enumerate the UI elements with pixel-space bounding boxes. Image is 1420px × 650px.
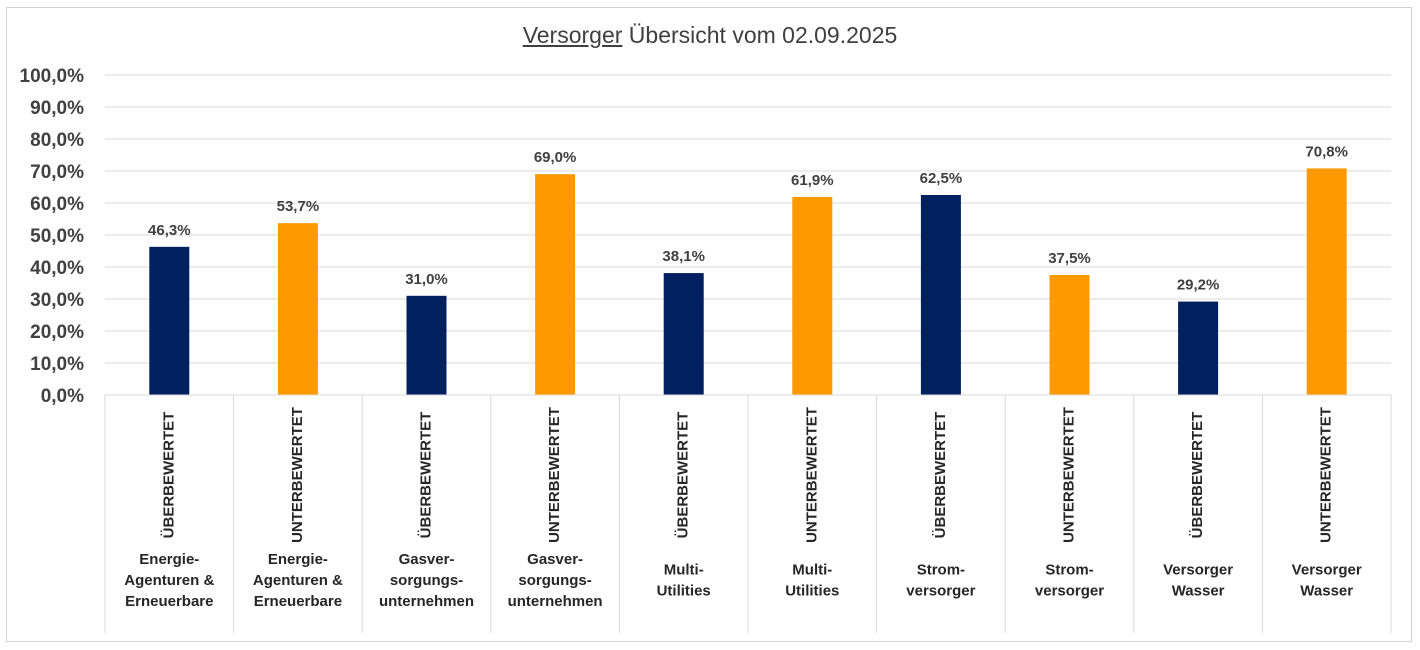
data-label: 31,0% — [405, 271, 448, 288]
category-label: Energie- Agenturen & Erneuerbare — [253, 551, 343, 610]
y-tick-label: 50,0% — [30, 226, 84, 247]
data-label: 69,0% — [534, 149, 577, 166]
category-label: Multi- Utilities — [657, 562, 711, 600]
data-label: 61,9% — [791, 172, 834, 189]
category-label-line: unternehmen — [379, 593, 474, 610]
bar — [792, 196, 833, 395]
category-label-line: versorger — [1035, 583, 1104, 600]
category-label-line: Erneuerbare — [125, 593, 213, 610]
group-label: ÜBERBEWERTET — [675, 412, 692, 539]
data-label: 46,3% — [148, 222, 191, 239]
category-label: Multi- Utilities — [785, 562, 839, 600]
data-label: 38,1% — [662, 248, 705, 265]
y-tick-label: 30,0% — [30, 290, 84, 311]
data-label: 53,7% — [277, 198, 320, 215]
group-label: UNTERBEWERTET — [1060, 407, 1077, 543]
y-tick-label: 80,0% — [30, 130, 84, 151]
chart-title: Versorger Übersicht vom 02.09.2025 — [0, 22, 1420, 49]
category-label-line: Erneuerbare — [254, 593, 342, 610]
category-label-line: Agenturen & — [124, 572, 214, 589]
category-label-line: Gasver- — [399, 551, 455, 568]
y-tick-label: 70,0% — [30, 162, 84, 183]
category-label-line: Multi- — [792, 562, 832, 579]
category-label-line: unternehmen — [508, 593, 603, 610]
group-label: UNTERBEWERTET — [289, 407, 306, 543]
category-label-line: Energie- — [268, 551, 328, 568]
y-tick-label: 40,0% — [30, 258, 84, 279]
chart-title-underlined: Versorger — [522, 22, 623, 48]
bar — [277, 223, 318, 395]
category-label-line: Utilities — [785, 583, 839, 600]
category-label-line: Wasser — [1300, 583, 1353, 600]
category-label: Versorger Wasser — [1163, 562, 1233, 600]
chart-title-rest: Übersicht vom 02.09.2025 — [622, 22, 898, 48]
bar — [149, 246, 190, 395]
category-label-line: sorgungs- — [390, 572, 463, 589]
bar — [663, 273, 704, 395]
data-label: 70,8% — [1305, 143, 1348, 160]
category-label-line: Agenturen & — [253, 572, 343, 589]
bar — [920, 195, 961, 395]
category-label: Strom-versorger — [1035, 562, 1104, 600]
group-label: ÜBERBEWERTET — [160, 412, 177, 539]
y-tick-label: 100,0% — [20, 66, 85, 87]
category-label: Strom-versorger — [906, 562, 975, 600]
category-label-line: sorgungs- — [518, 572, 591, 589]
bar — [1178, 301, 1219, 395]
category-label: Versorger Wasser — [1292, 562, 1362, 600]
category-label-line: Wasser — [1172, 583, 1225, 600]
bar — [535, 174, 576, 395]
group-label: ÜBERBEWERTET — [1189, 412, 1206, 539]
y-tick-label: 90,0% — [30, 98, 84, 119]
group-label: ÜBERBEWERTET — [417, 412, 434, 539]
category-label-line: Utilities — [657, 583, 711, 600]
category-label-line: Strom- — [1045, 562, 1093, 579]
bar — [1306, 168, 1347, 395]
group-label: UNTERBEWERTET — [1318, 407, 1335, 543]
bar — [406, 295, 447, 395]
category-label-line: Gasver- — [527, 551, 583, 568]
data-label: 37,5% — [1048, 250, 1091, 267]
category-label: Gasver-sorgungs-unternehmen — [379, 551, 474, 610]
bar — [1049, 275, 1090, 395]
category-label-line: versorger — [906, 583, 975, 600]
data-label: 29,2% — [1177, 277, 1220, 294]
group-label: ÜBERBEWERTET — [932, 412, 949, 539]
category-label: Energie- Agenturen & Erneuerbare — [124, 551, 214, 610]
category-label: Gasver-sorgungs-unternehmen — [508, 551, 603, 610]
group-label: UNTERBEWERTET — [803, 407, 820, 543]
y-tick-label: 10,0% — [30, 354, 84, 375]
category-label-line: Energie- — [139, 551, 199, 568]
y-tick-label: 60,0% — [30, 194, 84, 215]
category-label-line: Multi- — [664, 562, 704, 579]
category-label-line: Versorger — [1292, 562, 1362, 579]
category-label-line: Versorger — [1163, 562, 1233, 579]
y-tick-label: 20,0% — [30, 322, 84, 343]
group-label: UNTERBEWERTET — [546, 407, 563, 543]
y-tick-label: 0,0% — [41, 386, 84, 407]
category-label-line: Strom- — [917, 562, 965, 579]
chart-frame — [6, 7, 1412, 642]
data-label: 62,5% — [920, 170, 963, 187]
